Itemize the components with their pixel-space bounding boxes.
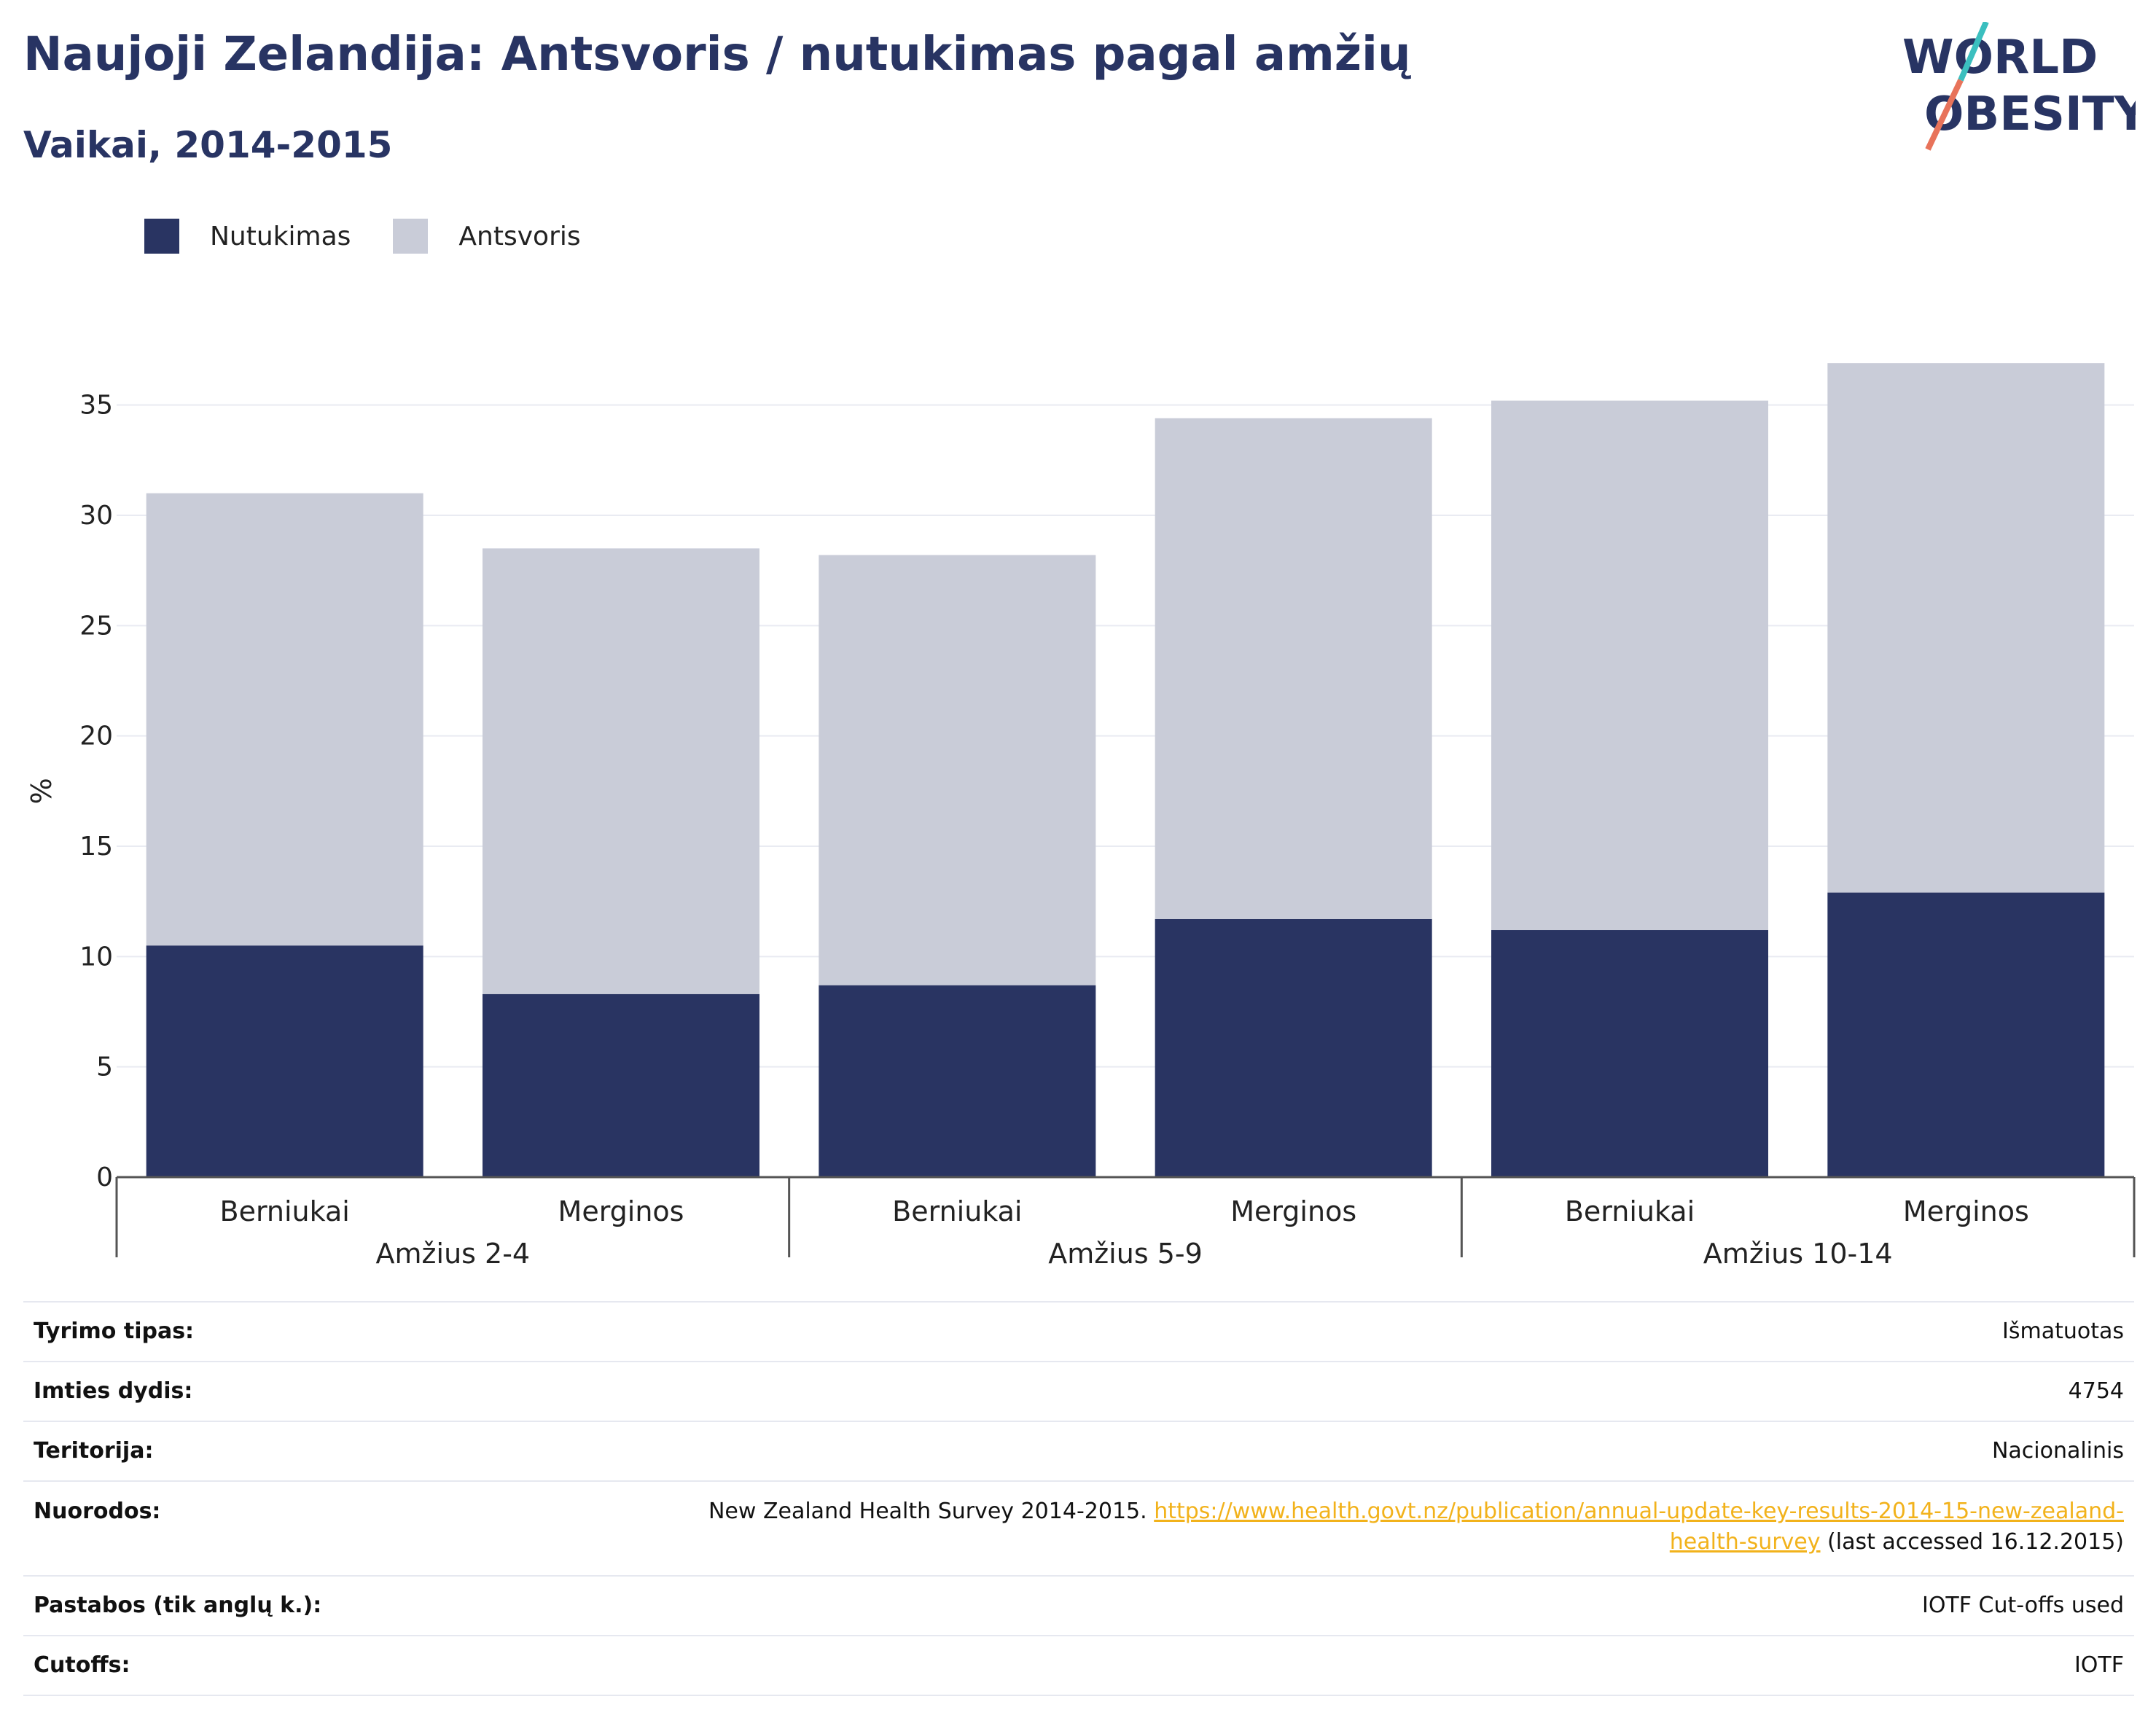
y-tick-label: 15 <box>79 832 113 862</box>
info-value: New Zealand Health Survey 2014-2015. htt… <box>481 1481 2134 1577</box>
info-value: IOTF Cut-offs used <box>481 1576 2134 1636</box>
bar-obesity <box>819 985 1096 1177</box>
x-category-label: Berniukai <box>1565 1195 1695 1227</box>
bar-overweight <box>146 493 423 946</box>
info-value: 4754 <box>481 1362 2134 1422</box>
world-obesity-logo: WORLD OBESITY <box>1902 22 2136 151</box>
y-tick-label: 20 <box>79 722 113 751</box>
info-key: Tyrimo tipas: <box>23 1301 481 1362</box>
bar-overweight <box>1827 363 2105 893</box>
info-key: Nuorodos: <box>23 1481 481 1577</box>
chart-title: Naujoji Zelandija: Antsvoris / nutukimas… <box>23 28 1411 82</box>
reference-link[interactable]: https://www.health.govt.nz/publication/a… <box>1154 1499 2124 1524</box>
info-key: Teritorija: <box>23 1421 481 1482</box>
info-row-sample-size: Imties dydis: 4754 <box>23 1362 2134 1422</box>
bar-obesity <box>1155 918 1432 1177</box>
info-row-territory: Teritorija: Nacionalinis <box>23 1421 2134 1482</box>
y-tick-label: 30 <box>79 501 113 531</box>
chart-subtitle: Vaikai, 2014-2015 <box>23 124 393 166</box>
y-tick-label: 10 <box>79 942 113 972</box>
info-value: IOTF <box>481 1636 2134 1696</box>
svg-text:OBESITY: OBESITY <box>1924 87 2136 141</box>
bar-obesity <box>1827 892 2105 1177</box>
bar-obesity <box>146 945 423 1177</box>
x-category-label: Merginos <box>1903 1195 2029 1227</box>
bar-obesity <box>1491 930 1768 1177</box>
x-group-label: Amžius 10-14 <box>1703 1238 1893 1268</box>
info-value: Nacionalinis <box>481 1421 2134 1482</box>
x-group-label: Amžius 5-9 <box>1048 1238 1203 1268</box>
stacked-bar-chart: 0 5 10 15 20 25 30 35 Berniukai Merginos Berniukai… <box>26 363 2136 1268</box>
x-category-label: Merginos <box>558 1195 684 1227</box>
bar-overweight <box>1155 418 1432 919</box>
info-row-cutoffs: Cutoffs: IOTF <box>23 1636 2134 1696</box>
legend-item-overweight[interactable]: Antsvoris <box>393 219 581 254</box>
info-table: Tyrimo tipas: Išmatuotas Imties dydis: 4… <box>23 1301 2134 1696</box>
bar-overweight <box>483 548 759 994</box>
svg-text:WORLD: WORLD <box>1902 31 2098 85</box>
bar-overweight <box>819 555 1096 985</box>
x-group-label: Amžius 2-4 <box>376 1238 531 1268</box>
legend-swatch-obesity <box>144 219 179 254</box>
bar-obesity <box>483 993 759 1177</box>
legend-item-obesity[interactable]: Nutukimas <box>144 219 351 254</box>
x-category-label: Berniukai <box>892 1195 1022 1227</box>
info-key: Pastabos (tik anglų k.): <box>23 1576 481 1636</box>
legend: Nutukimas Antsvoris <box>144 217 623 255</box>
reference-link-continued[interactable]: health-survey <box>1669 1529 1821 1555</box>
legend-swatch-overweight <box>393 219 429 254</box>
reference-text: New Zealand Health Survey 2014-2015. <box>708 1499 1155 1524</box>
y-tick-label: 0 <box>96 1163 113 1192</box>
reference-accessed: (last accessed 16.12.2015) <box>1820 1529 2124 1555</box>
y-tick-label: 25 <box>79 611 113 641</box>
legend-label-overweight: Antsvoris <box>458 221 581 251</box>
info-row-survey-type: Tyrimo tipas: Išmatuotas <box>23 1301 2134 1362</box>
legend-label-obesity: Nutukimas <box>210 221 351 251</box>
y-tick-label: 35 <box>79 391 113 421</box>
info-key: Imties dydis: <box>23 1362 481 1422</box>
x-category-label: Berniukai <box>220 1195 350 1227</box>
info-value: Išmatuotas <box>481 1301 2134 1362</box>
y-axis-label: % <box>26 778 58 804</box>
y-tick-label: 5 <box>96 1052 113 1082</box>
info-row-references: Nuorodos: New Zealand Health Survey 2014… <box>23 1481 2134 1577</box>
x-category-label: Merginos <box>1230 1195 1356 1227</box>
info-row-notes: Pastabos (tik anglų k.): IOTF Cut-offs u… <box>23 1576 2134 1636</box>
info-key: Cutoffs: <box>23 1636 481 1696</box>
bar-overweight <box>1491 400 1768 931</box>
